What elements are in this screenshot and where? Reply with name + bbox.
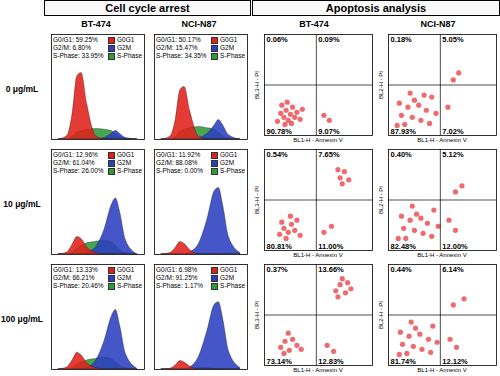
html-text:G0G1: G0G1 <box>117 36 135 43</box>
html-text:G0/G1: 59.25%: G0/G1: 59.25% <box>53 36 98 43</box>
html-text:S-Phase: S-Phase <box>117 282 142 289</box>
svg-text:0.54%: 0.54% <box>267 150 289 159</box>
html-text:G2M: G2M <box>220 159 235 166</box>
html-text:BL1-H - Annexin V: BL1-H - Annexin V <box>417 367 467 373</box>
svg-text:0.18%: 0.18% <box>391 35 413 44</box>
html-text:G0G1: G0G1 <box>220 36 238 43</box>
html-text:G0/G1: 11.92%: G0/G1: 11.92% <box>156 151 201 158</box>
html-text:G0/G1: 50.17%: G0/G1: 50.17% <box>156 36 201 43</box>
html-text:G0G1: G0G1 <box>220 151 238 158</box>
html-text:G2M: G2M <box>117 159 132 166</box>
html-text:G2/M: 6.80%: G2/M: 6.80% <box>53 44 91 51</box>
html-text:S-Phase: 20.46%: S-Phase: 20.46% <box>53 282 104 289</box>
html-text:BL1-H - Annexin V: BL1-H - Annexin V <box>293 367 343 373</box>
html-text:G2M: G2M <box>117 44 132 51</box>
html-text:BL2-H - PI: BL2-H - PI <box>378 70 384 99</box>
html-text:G2M: G2M <box>117 274 132 281</box>
svg-text:82.48%: 82.48% <box>391 242 417 251</box>
html-text:NCI-N87: NCI-N87 <box>420 19 456 29</box>
html-text:S-Phase: 0.00%: S-Phase: 0.00% <box>156 167 203 174</box>
html-text:G2/M: 61.04%: G2/M: 61.04% <box>53 159 95 166</box>
svg-text:90.78%: 90.78% <box>267 127 293 136</box>
svg-text:80.81%: 80.81% <box>267 242 293 251</box>
html-text:S-Phase: 26.00%: S-Phase: 26.00% <box>53 167 104 174</box>
svg-text:7.65%: 7.65% <box>318 150 340 159</box>
svg-text:12.12%: 12.12% <box>442 357 468 366</box>
html-text:G0/G1: 13.33%: G0/G1: 13.33% <box>53 266 98 273</box>
html-text:G2/M: 88.08%: G2/M: 88.08% <box>156 159 198 166</box>
html-text:100 μg/mL: 100 μg/mL <box>1 313 43 324</box>
html-text:Cell cycle arrest: Cell cycle arrest <box>105 2 190 14</box>
html-text:BL3-H - PI: BL3-H - PI <box>254 70 260 99</box>
html-text:G0G1: G0G1 <box>220 266 238 273</box>
svg-text:12.00%: 12.00% <box>442 242 468 251</box>
svg-text:5.05%: 5.05% <box>442 35 464 44</box>
html-text:S-Phase: S-Phase <box>220 52 245 59</box>
html-text:BT-474: BT-474 <box>81 19 111 29</box>
svg-text:7.02%: 7.02% <box>442 127 464 136</box>
html-text:S-Phase: S-Phase <box>117 167 142 174</box>
svg-text:11.00%: 11.00% <box>318 242 343 251</box>
svg-text:0.40%: 0.40% <box>391 150 413 159</box>
svg-text:13.66%: 13.66% <box>318 265 344 274</box>
html-text:S-Phase: S-Phase <box>220 282 245 289</box>
html-text:G0/G1: 6.98%: G0/G1: 6.98% <box>156 266 198 273</box>
html-text:G0G1: G0G1 <box>117 151 135 158</box>
html-text:BL1-H - Annexin V: BL1-H - Annexin V <box>417 252 467 258</box>
html-text:G0/G1: 12.96%: G0/G1: 12.96% <box>53 151 98 158</box>
svg-text:0.37%: 0.37% <box>267 265 289 274</box>
html-text:NCI-N87: NCI-N87 <box>181 19 217 29</box>
svg-text:81.74%: 81.74% <box>391 357 417 366</box>
svg-text:0.44%: 0.44% <box>391 265 413 274</box>
html-text:BL2-H - PI: BL2-H - PI <box>378 300 384 329</box>
html-text:G2M: G2M <box>220 274 235 281</box>
svg-text:0.06%: 0.06% <box>267 35 289 44</box>
html-text:Apoptosis analysis: Apoptosis analysis <box>325 2 427 14</box>
html-text:S-Phase: S-Phase <box>117 52 142 59</box>
svg-text:6.14%: 6.14% <box>442 265 464 274</box>
html-text:G0G1: G0G1 <box>117 266 135 273</box>
html-text:BL3-H - PI: BL3-H - PI <box>254 185 260 214</box>
svg-text:9.07%: 9.07% <box>318 127 340 136</box>
html-text:BT-474: BT-474 <box>299 19 329 29</box>
html-text:S-Phase: 1.17%: S-Phase: 1.17% <box>156 282 203 289</box>
html-text:10 μg/mL: 10 μg/mL <box>3 198 41 209</box>
svg-text:12.83%: 12.83% <box>318 357 344 366</box>
html-text:S-Phase: S-Phase <box>220 167 245 174</box>
html-text:BL3-H - PI: BL3-H - PI <box>254 300 260 329</box>
html-text:0 μg/mL: 0 μg/mL <box>5 83 39 94</box>
html-text:G2/M: 91.25%: G2/M: 91.25% <box>156 274 198 281</box>
html-text:G2/M: 66.21%: G2/M: 66.21% <box>53 274 95 281</box>
svg-text:0.09%: 0.09% <box>318 35 340 44</box>
html-text:G2/M: 15.47%: G2/M: 15.47% <box>156 44 198 51</box>
html-text:BL2-H - PI: BL2-H - PI <box>378 185 384 214</box>
html-text:BL1-H - Annexin V: BL1-H - Annexin V <box>293 252 343 258</box>
svg-text:5.12%: 5.12% <box>442 150 464 159</box>
html-text:BL1-H - Annexin V: BL1-H - Annexin V <box>293 137 343 143</box>
html-text:S-Phase: 33.95%: S-Phase: 33.95% <box>53 52 104 59</box>
html-text:G2M: G2M <box>220 44 235 51</box>
html-text:BL1-H - Annexin V: BL1-H - Annexin V <box>417 137 467 143</box>
svg-text:87.93%: 87.93% <box>391 127 417 136</box>
html-text:S-Phase: 34.35%: S-Phase: 34.35% <box>156 52 207 59</box>
svg-text:73.14%: 73.14% <box>267 357 293 366</box>
